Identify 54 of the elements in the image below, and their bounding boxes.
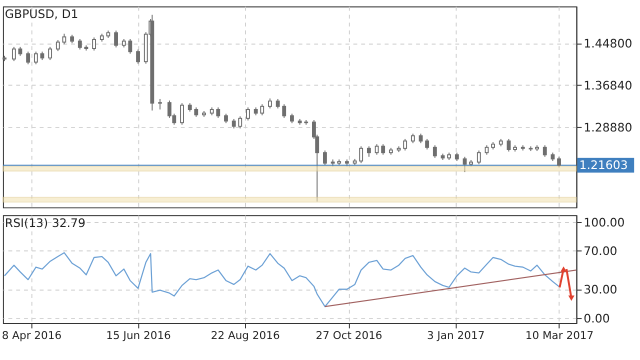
candlestick bbox=[410, 133, 415, 144]
candlestick bbox=[136, 49, 140, 64]
candlestick bbox=[359, 146, 364, 164]
x-tick-label: 3 Jan 2017 bbox=[426, 329, 485, 342]
candlestick bbox=[158, 98, 162, 110]
y-tick-label: 70.00 bbox=[584, 244, 618, 258]
candlestick bbox=[476, 150, 481, 165]
ref-line-label: 1.21603 bbox=[579, 158, 628, 172]
candlestick bbox=[34, 51, 38, 65]
x-tick-label: 22 Aug 2016 bbox=[210, 329, 280, 342]
candlestick bbox=[557, 156, 561, 168]
x-tick-label: 10 Mar 2017 bbox=[525, 329, 594, 342]
y-tick-label: 100.00 bbox=[584, 215, 625, 230]
candlestick bbox=[26, 51, 30, 65]
candlestick bbox=[282, 104, 286, 118]
candlestick bbox=[366, 146, 371, 158]
chart-title: RSI(13) 32.79 bbox=[4, 216, 86, 230]
candlestick bbox=[268, 98, 272, 109]
candlestick bbox=[374, 144, 379, 156]
candlestick bbox=[114, 30, 118, 48]
x-tick-label: 27 Oct 2016 bbox=[316, 329, 382, 342]
candlestick bbox=[542, 144, 547, 158]
y-tick-label: 1.28880 bbox=[584, 120, 632, 134]
candlestick bbox=[290, 113, 294, 124]
line-series bbox=[4, 252, 560, 308]
candlestick bbox=[48, 46, 52, 61]
x-tick-label: 15 Jun 2016 bbox=[106, 329, 172, 342]
candlestick bbox=[216, 106, 220, 118]
candlestick bbox=[506, 138, 511, 152]
candlestick bbox=[78, 38, 82, 50]
candlestick bbox=[425, 138, 430, 150]
candlestick bbox=[56, 40, 60, 52]
y-tick-label: 1.44800 bbox=[584, 36, 632, 51]
candlestick bbox=[12, 46, 16, 62]
candlestick bbox=[432, 144, 437, 158]
x-tick-label: 8 Apr 2016 bbox=[2, 329, 62, 342]
chart-title: GBPUSD, D1 bbox=[4, 7, 78, 22]
candlestick bbox=[260, 104, 264, 116]
y-tick-label: 0.00 bbox=[584, 312, 610, 326]
candlestick bbox=[194, 106, 198, 118]
candlestick bbox=[246, 106, 250, 122]
candlestick bbox=[62, 33, 66, 45]
candlestick bbox=[238, 116, 242, 129]
candlestick bbox=[232, 118, 236, 129]
y-tick-label: 1.36840 bbox=[584, 78, 632, 92]
candlestick bbox=[323, 150, 327, 166]
candlestick bbox=[224, 113, 228, 124]
candlestick bbox=[276, 98, 280, 109]
candlestick bbox=[128, 38, 132, 54]
candlestick bbox=[180, 102, 184, 126]
candlestick bbox=[92, 36, 96, 52]
candlestick bbox=[403, 138, 408, 151]
candlestick bbox=[381, 144, 386, 156]
y-tick-label: 30.00 bbox=[584, 282, 618, 297]
